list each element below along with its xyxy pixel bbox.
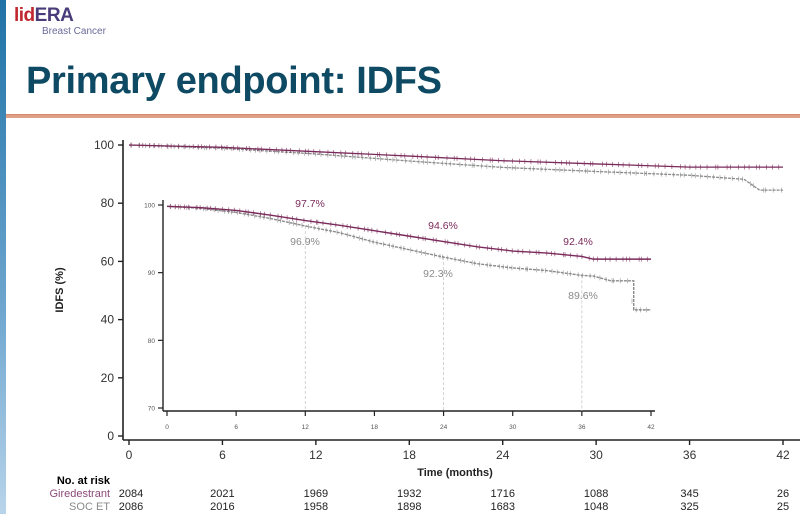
risk-value: 2016 bbox=[210, 501, 234, 513]
inset-y-tick-label: 70 bbox=[148, 406, 156, 413]
inset-x-tick-label: 24 bbox=[440, 424, 448, 431]
x-tick-label: 6 bbox=[219, 448, 226, 462]
risk-value: 26 bbox=[777, 488, 789, 500]
risk-value: 1683 bbox=[490, 501, 514, 513]
inset-x-tick-label: 6 bbox=[234, 424, 238, 431]
inset-x-tick-label: 0 bbox=[165, 424, 169, 431]
risk-value: 1898 bbox=[397, 501, 421, 513]
y-tick-label: 40 bbox=[101, 313, 115, 327]
risk-row-label: SOC ET bbox=[69, 501, 110, 513]
x-tick-label: 42 bbox=[776, 448, 790, 462]
survival-annotation: 96.9% bbox=[290, 236, 320, 248]
risk-row-giredestrant: Giredestrant 2084 2021 1969 1932 1716 1088 345 2… bbox=[0, 488, 800, 501]
y-tick-label: 20 bbox=[101, 371, 115, 385]
risk-value: 25 bbox=[777, 501, 789, 513]
risk-value: 345 bbox=[680, 488, 698, 500]
y-tick-label: 100 bbox=[94, 138, 114, 152]
risk-value: 1088 bbox=[584, 488, 608, 500]
risk-value: 1932 bbox=[397, 488, 421, 500]
survival-annotation: 92.3% bbox=[423, 268, 453, 280]
risk-value: 1958 bbox=[304, 501, 328, 513]
risk-value: 1048 bbox=[584, 501, 608, 513]
survival-annotation: 89.6% bbox=[568, 290, 598, 302]
y-tick-label: 0 bbox=[107, 429, 114, 443]
inset-x-tick-label: 36 bbox=[578, 424, 586, 431]
x-tick-label: 24 bbox=[496, 448, 510, 462]
risk-header: No. at risk bbox=[0, 475, 800, 488]
risk-value: 2021 bbox=[210, 488, 234, 500]
inset-y-tick-label: 80 bbox=[148, 338, 156, 345]
x-tick-label: 0 bbox=[126, 448, 133, 462]
inset-x-tick-label: 30 bbox=[509, 424, 517, 431]
inset-y-tick-label: 90 bbox=[148, 270, 156, 277]
survival-annotation: 92.4% bbox=[563, 236, 593, 248]
risk-value: 2084 bbox=[119, 488, 143, 500]
y-axis-title: IDFS (%) bbox=[54, 267, 66, 313]
risk-value: 1716 bbox=[490, 488, 514, 500]
inset-x-tick-label: 12 bbox=[302, 424, 310, 431]
survival-annotation: 94.6% bbox=[428, 220, 458, 232]
x-tick-label: 12 bbox=[309, 448, 323, 462]
risk-value: 2086 bbox=[119, 501, 143, 513]
x-tick-label: 18 bbox=[403, 448, 417, 462]
risk-table-title: No. at risk bbox=[57, 475, 110, 487]
risk-row-soc-et: SOC ET 2086 2016 1958 1898 1683 1048 325 25 bbox=[0, 501, 800, 514]
inset-y-tick-label: 100 bbox=[144, 203, 155, 210]
survival-annotation: 97.7% bbox=[295, 198, 325, 210]
x-tick-label: 36 bbox=[683, 448, 697, 462]
inset-x-tick-label: 18 bbox=[371, 424, 379, 431]
inset-x-tick-label: 42 bbox=[647, 424, 655, 431]
risk-row-label: Giredestrant bbox=[49, 488, 110, 500]
y-tick-label: 60 bbox=[101, 254, 115, 268]
x-tick-label: 30 bbox=[589, 448, 603, 462]
km-chart: 0204060801000 6 12 18 24 30 36 42Time (months)I… bbox=[0, 0, 800, 514]
y-tick-label: 80 bbox=[101, 196, 115, 210]
risk-value: 325 bbox=[680, 501, 698, 513]
risk-value: 1969 bbox=[304, 488, 328, 500]
inset-background bbox=[150, 196, 660, 436]
